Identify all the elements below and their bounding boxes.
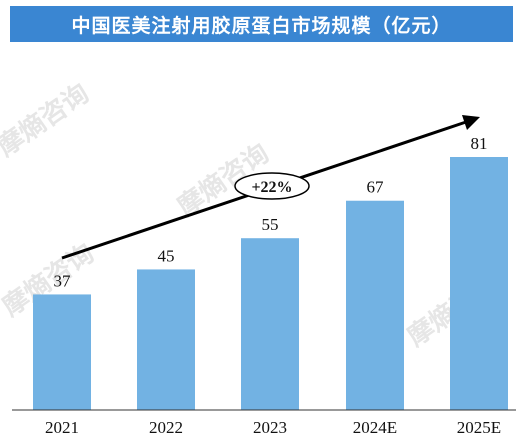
category-label: 2023 [253,418,287,437]
category-label: 2024E [353,418,397,437]
growth-label: +22% [251,179,292,196]
bar-2024E [346,200,404,410]
chart-title: 中国医美注射用胶原蛋白市场规模（亿元） [10,6,513,42]
bar-value-label: 37 [54,271,72,290]
bar-2021 [33,294,91,410]
bars: 37 2021 45 2022 55 2023 67 2024E 81 2025E [33,134,508,437]
bar-value-label: 67 [367,178,385,197]
category-label: 2025E [457,418,501,437]
bar-value-label: 55 [262,215,279,234]
category-label: 2021 [45,418,79,437]
bar-value-label: 81 [471,134,488,153]
bar-2025E [450,157,508,410]
category-label: 2022 [149,418,183,437]
bar-2023 [241,238,299,410]
bar-2022 [137,269,195,410]
growth-badge: +22% [234,172,310,200]
bar-value-label: 45 [158,246,175,265]
